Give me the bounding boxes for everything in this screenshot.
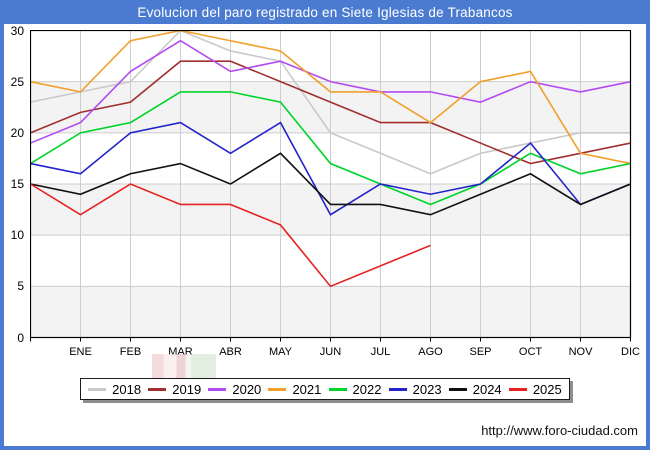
- y-tick-label: 5: [17, 279, 24, 294]
- legend-label-2025: 2025: [532, 381, 562, 397]
- x-tick-label-jun: JUN: [319, 346, 342, 358]
- y-tick-label: 30: [10, 23, 24, 38]
- legend-label-2024: 2024: [472, 381, 502, 397]
- legend-item-2022: 2022: [328, 381, 382, 397]
- x-tick-label-oct: OCT: [518, 346, 543, 358]
- series-line-2024: [30, 152, 631, 216]
- legend-swatch-2021: [268, 387, 287, 391]
- legend: 2018 2019 2020 2021 2022 2023 2024 2025: [80, 378, 570, 400]
- legend-swatch-2020: [208, 387, 227, 391]
- legend-item-2023: 2023: [388, 381, 442, 397]
- x-tick-label-jul: JUL: [370, 346, 391, 358]
- legend-item-2020: 2020: [208, 382, 261, 397]
- plot-area: [29, 29, 632, 344]
- series-line-2019: [30, 60, 631, 165]
- legend-swatch-2025: [508, 387, 527, 391]
- legend-label-2022: 2022: [352, 381, 382, 397]
- legend-label-2020: 2020: [232, 381, 262, 397]
- legend-swatch-2024: [448, 387, 467, 391]
- series-line-2023: [30, 121, 631, 216]
- legend-item-2019: 2019: [148, 382, 201, 397]
- title-bar: Evolucion del paro registrado en Siete I…: [0, 0, 650, 24]
- x-tick-label-nov: NOV: [568, 346, 593, 358]
- legend-label-2021: 2021: [292, 381, 322, 397]
- series-line-2022: [30, 91, 631, 206]
- town-crest-watermark: [152, 354, 216, 378]
- y-tick-label: 20: [10, 125, 24, 140]
- legend-label-2023: 2023: [412, 381, 442, 397]
- y-tick-label: 0: [17, 330, 24, 345]
- chart-canvas: 0 5 10 15 20 25 30 ENE FEB MAR ABR MAY JUN JUL AGO SEP…: [4, 24, 646, 446]
- plot-svg: [29, 29, 632, 342]
- legend-swatch-2019: [148, 387, 167, 391]
- legend-item-2024: 2024: [448, 381, 502, 397]
- y-tick-label: 25: [10, 74, 24, 89]
- x-tick-label-abr: ABR: [219, 346, 242, 358]
- legend-swatch-2018: [88, 387, 107, 391]
- series-line-2025: [30, 183, 431, 288]
- y-tick-label: 10: [10, 228, 24, 243]
- x-tick-label-sep: SEP: [469, 346, 492, 358]
- legend-swatch-2023: [388, 387, 407, 391]
- legend-label-2018: 2018: [112, 381, 142, 397]
- legend-label-2019: 2019: [172, 381, 202, 397]
- y-tick-label: 15: [10, 177, 24, 191]
- series-line-2020: [30, 39, 631, 144]
- x-tick-label-ago: AGO: [418, 346, 443, 358]
- legend-item-2021: 2021: [268, 382, 321, 397]
- legend-item-2018: 2018: [88, 382, 141, 397]
- x-tick-label-may: MAY: [268, 346, 293, 358]
- x-tick-label-feb: FEB: [119, 346, 142, 358]
- legend-swatch-2022: [328, 387, 347, 391]
- page-title: Evolucion del paro registrado en Siete I…: [137, 4, 513, 20]
- series-line-2021: [30, 29, 631, 165]
- footer-link[interactable]: http://www.foro-ciudad.com: [481, 423, 638, 438]
- x-tick-label-ene: ENE: [69, 346, 92, 358]
- legend-item-2025: 2025: [508, 381, 562, 397]
- x-tick-label-dic: DIC: [621, 346, 640, 358]
